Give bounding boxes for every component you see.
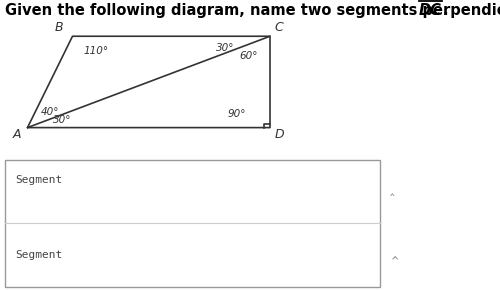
Text: Segment: Segment (15, 250, 62, 260)
Text: A: A (12, 128, 21, 141)
Text: D: D (274, 128, 284, 141)
Text: DC: DC (419, 3, 442, 18)
Text: 30°: 30° (216, 43, 234, 53)
Text: 90°: 90° (228, 109, 246, 119)
Text: Segment: Segment (15, 175, 62, 185)
Text: Given the following diagram, name two segments perpendicular to: Given the following diagram, name two se… (5, 3, 500, 18)
Text: 40°: 40° (41, 107, 60, 117)
Text: ‹: ‹ (386, 255, 400, 261)
Text: B: B (54, 21, 64, 34)
Text: 110°: 110° (84, 46, 109, 56)
Text: ‸: ‸ (390, 182, 395, 195)
Text: .: . (443, 3, 448, 18)
Text: 60°: 60° (239, 51, 258, 61)
Text: C: C (274, 21, 283, 34)
Bar (5, 160, 380, 287)
Text: 30°: 30° (52, 115, 71, 125)
